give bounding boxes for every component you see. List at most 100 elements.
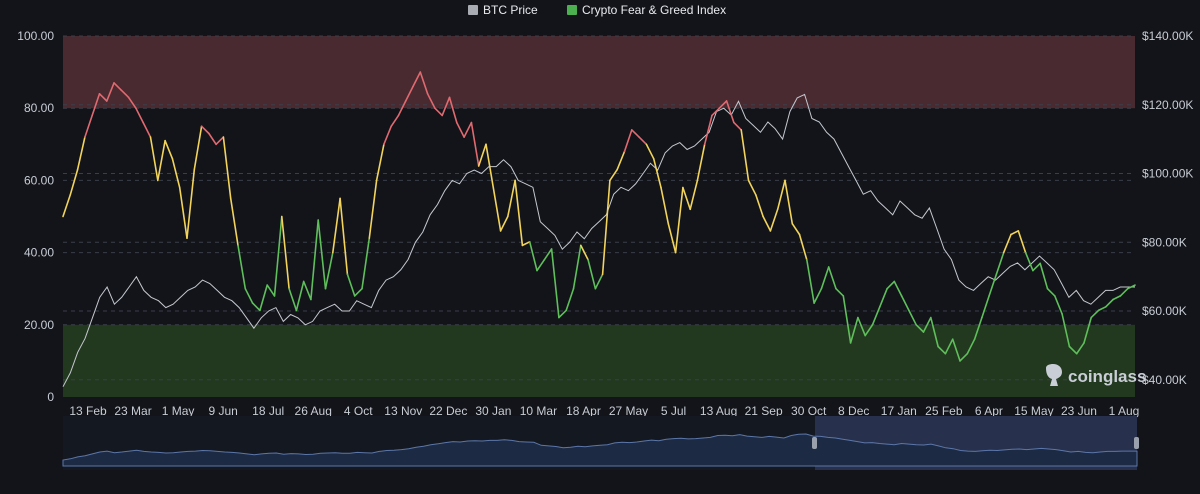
fear-greed-segment [426, 93, 436, 109]
legend-swatch-btc-price[interactable] [468, 5, 478, 15]
x-tick-label: 18 Apr [566, 404, 601, 418]
legend-label-btc-price[interactable]: BTC Price [483, 3, 538, 17]
legend-label-fear-greed[interactable]: Crypto Fear & Greed Index [582, 3, 726, 17]
right-tick-label: $140.00K [1142, 29, 1193, 43]
fear-greed-segment [1090, 309, 1100, 319]
fear-greed-segment [98, 93, 108, 102]
fear-greed-segment [579, 244, 589, 261]
fear-greed-segment [703, 114, 713, 146]
navigator-series-line [62, 433, 1138, 467]
fear-greed-segment [536, 258, 546, 272]
fear-greed-segment [302, 280, 312, 301]
fear-greed-segment [419, 71, 429, 95]
x-tick-label: 8 Dec [838, 404, 869, 418]
fear-greed-segment [331, 197, 341, 254]
x-tick-label: 17 Jan [881, 404, 917, 418]
fear-greed-segment [514, 179, 524, 247]
fear-greed-segment [1032, 262, 1041, 272]
fear-greed-segment [1002, 233, 1012, 254]
fear-greed-segment [463, 121, 473, 138]
range-navigator[interactable] [62, 416, 1139, 470]
fear-greed-segment [251, 302, 261, 312]
fear-greed-segment [1010, 230, 1020, 236]
x-tick-label: 15 May [1014, 404, 1053, 418]
fear-greed-segment [878, 287, 888, 308]
fear-greed-segment [565, 287, 575, 312]
fear-greed-segment [630, 129, 640, 138]
right-tick-label: $100.00K [1142, 167, 1193, 181]
fear-greed-segment [412, 71, 422, 88]
fear-greed-segment [609, 168, 619, 182]
coinglass-logo-icon [1046, 364, 1062, 386]
fear-greed-segment [689, 179, 699, 211]
fear-greed-segment [353, 287, 363, 297]
fear-greed-segment [696, 143, 706, 182]
fear-greed-segment [310, 219, 320, 301]
fear-greed-segment [886, 280, 896, 290]
zone-band-1 [63, 324, 1135, 397]
x-tick-label: 23 Jun [1061, 404, 1097, 418]
fear-greed-segment [944, 338, 954, 355]
fear-greed-segment [84, 114, 93, 138]
plot-area[interactable] [62, 71, 1136, 387]
fear-greed-segment [915, 323, 925, 333]
fear-greed-segment [754, 194, 764, 218]
fear-greed-segment [835, 287, 845, 297]
fear-greed-segment [908, 309, 918, 326]
fear-greed-segment [652, 157, 662, 189]
left-tick-label: 60.00 [24, 173, 54, 187]
x-tick-label: 13 Nov [384, 404, 422, 418]
fear-greed-segment [711, 107, 721, 117]
fear-greed-segment [273, 215, 283, 297]
navigator-handle-left[interactable] [812, 437, 817, 449]
fear-greed-segment [929, 316, 939, 348]
right-axis: $40.00K $60.00K $80.00K $100.00K $120.00K $14… [1142, 29, 1193, 387]
fear-greed-segment [842, 295, 852, 344]
legend-swatch-fear-greed[interactable] [567, 5, 577, 15]
fear-greed-segment [434, 107, 444, 117]
fear-greed-segment [1105, 298, 1114, 308]
fear-greed-segment [528, 241, 538, 272]
right-tick-label: $40.00K [1142, 373, 1187, 387]
left-tick-label: 80.00 [24, 101, 54, 115]
fear-greed-segment [229, 197, 239, 247]
fear-greed-segment [324, 251, 334, 290]
fear-greed-segment [682, 186, 692, 211]
fear-greed-segment [208, 132, 217, 146]
fear-greed-segment [623, 129, 633, 153]
x-tick-label: 27 May [609, 404, 648, 418]
left-tick-label: 100.00 [17, 29, 54, 43]
fear-greed-segment [295, 280, 305, 312]
fear-greed-segment [135, 107, 144, 124]
legend[interactable]: BTC Price Crypto Fear & Greed Index [468, 3, 726, 17]
fear-greed-segment [157, 139, 166, 182]
fear-greed-segment [1039, 262, 1049, 290]
fear-greed-segment [455, 121, 465, 138]
fear-greed-segment [215, 136, 225, 146]
navigator-handle-right[interactable] [1134, 437, 1139, 449]
fear-greed-segment [280, 215, 290, 290]
fear-greed-segment [521, 241, 531, 247]
fear-greed-segment [477, 143, 487, 167]
x-tick-label: 1 May [162, 404, 195, 418]
fear-greed-segment [1075, 342, 1085, 355]
fear-greed-segment [900, 295, 910, 312]
right-tick-label: $60.00K [1142, 304, 1187, 318]
fear-greed-segment [1083, 316, 1092, 344]
fear-greed-segment [76, 136, 86, 171]
fear-greed-segment [959, 352, 969, 362]
x-tick-label: 6 Apr [975, 404, 1003, 418]
x-tick-label: 13 Aug [700, 404, 737, 418]
fear-greed-segment [791, 222, 801, 236]
left-axis: 0 20.00 40.00 60.00 80.00 100.00 [17, 29, 54, 404]
fear-greed-segment [871, 305, 881, 326]
x-tick-label: 30 Jan [475, 404, 511, 418]
fear-greed-segment [776, 179, 786, 211]
fear-greed-segment [922, 316, 932, 333]
watermark-text: coinglass [1068, 367, 1146, 386]
x-tick-label: 21 Sep [745, 404, 783, 418]
fear-greed-segment [142, 121, 152, 138]
fear-greed-segment [127, 96, 137, 109]
fear-greed-segment [769, 208, 779, 232]
